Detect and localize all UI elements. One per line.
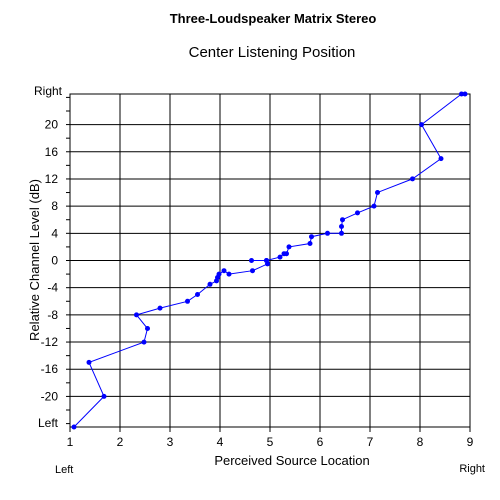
data-point bbox=[71, 424, 77, 430]
x-end-label-left: Left bbox=[55, 464, 73, 476]
y-tick-label: 8 bbox=[51, 199, 58, 213]
data-series bbox=[71, 91, 468, 430]
data-point bbox=[438, 156, 444, 162]
data-point bbox=[340, 217, 345, 223]
y-tick-label: -4 bbox=[47, 281, 58, 295]
x-tick-label: 9 bbox=[467, 435, 474, 449]
data-point bbox=[371, 203, 377, 209]
data-point bbox=[141, 339, 147, 345]
data-point bbox=[307, 241, 313, 246]
data-point bbox=[419, 122, 424, 128]
data-point bbox=[86, 359, 92, 365]
y-end-label-bottom: Left bbox=[38, 416, 59, 430]
y-tick-label: 16 bbox=[45, 145, 59, 159]
x-tick-label: 3 bbox=[167, 435, 174, 449]
data-point bbox=[277, 254, 283, 260]
data-point bbox=[375, 190, 380, 195]
y-tick-label: -20 bbox=[41, 389, 59, 403]
grid bbox=[69, 94, 471, 427]
x-tick-label: 2 bbox=[117, 435, 124, 449]
data-point bbox=[459, 91, 464, 97]
data-point bbox=[101, 393, 107, 399]
data-point bbox=[325, 230, 330, 236]
data-point bbox=[216, 271, 222, 277]
y-tick-label: -16 bbox=[41, 362, 59, 376]
data-point bbox=[226, 271, 232, 277]
data-point bbox=[286, 244, 292, 250]
y-tick-label: -12 bbox=[41, 335, 59, 349]
data-point bbox=[185, 298, 190, 304]
data-point bbox=[207, 281, 213, 287]
x-tick-label: 6 bbox=[317, 435, 324, 449]
data-point bbox=[339, 224, 344, 229]
data-point bbox=[284, 251, 289, 257]
data-point bbox=[309, 234, 314, 240]
y-tick-label: 12 bbox=[45, 172, 59, 186]
data-point bbox=[462, 91, 468, 97]
data-point bbox=[339, 230, 344, 236]
x-tick-label: 4 bbox=[217, 435, 224, 449]
data-point bbox=[195, 292, 200, 297]
y-tick-label: 0 bbox=[51, 254, 58, 268]
x-end-label-right: Right bbox=[459, 463, 485, 475]
series-line bbox=[73, 93, 465, 428]
data-point bbox=[221, 268, 227, 274]
x-axis: 1 2 3 4 5 6 7 8 9 bbox=[67, 427, 474, 449]
y-end-label-top: Right bbox=[34, 84, 63, 98]
y-tick-label: 20 bbox=[45, 118, 59, 132]
y-tick-label: -8 bbox=[47, 308, 58, 322]
x-tick-label: 7 bbox=[367, 435, 374, 449]
x-tick-label: 1 bbox=[67, 435, 74, 449]
data-point bbox=[264, 258, 269, 263]
x-tick-label: 5 bbox=[267, 435, 274, 449]
data-point bbox=[157, 305, 163, 311]
y-axis-label: Relative Channel Level (dB) bbox=[27, 179, 42, 341]
data-point bbox=[410, 176, 415, 182]
data-point bbox=[134, 312, 139, 318]
data-point bbox=[249, 258, 254, 263]
x-tick-label: 8 bbox=[417, 435, 424, 449]
y-tick-label: 4 bbox=[51, 226, 58, 240]
data-point bbox=[250, 268, 255, 274]
x-axis-label: Perceived Source Location bbox=[214, 453, 369, 468]
chart-title: Three-Loudspeaker Matrix Stereo bbox=[170, 11, 377, 26]
chart-subtitle: Center Listening Position bbox=[189, 44, 356, 61]
data-point bbox=[145, 326, 150, 331]
y-axis: -20 -16 -12 -8 -4 0 4 8 12 16 20 bbox=[41, 96, 70, 425]
data-point bbox=[355, 210, 360, 216]
